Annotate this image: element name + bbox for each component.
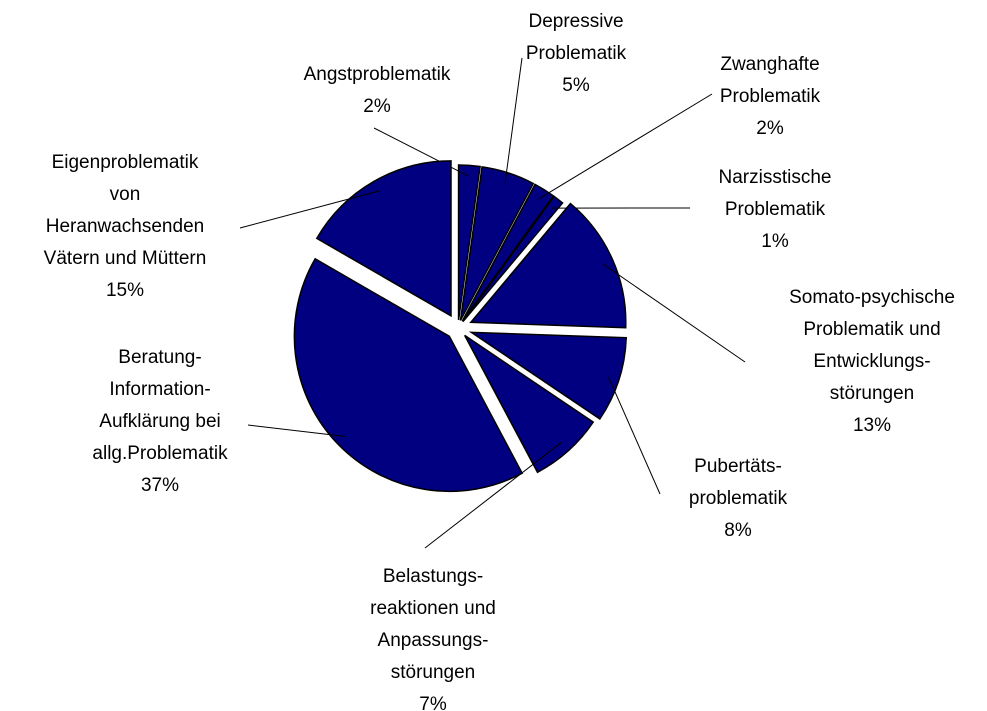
value-label: 5% xyxy=(562,75,590,96)
slice-label: Narzisstische xyxy=(719,167,832,188)
slice-label: Angstproblematik xyxy=(304,64,451,85)
leader-line xyxy=(607,376,661,495)
value-label: 1% xyxy=(761,231,789,252)
slice-label: Somato-psychische xyxy=(789,287,955,308)
leader-line xyxy=(538,93,713,200)
slice-label: Depressive xyxy=(528,11,623,32)
slice-label: störungen xyxy=(391,662,476,683)
value-label: 2% xyxy=(756,118,784,139)
slice-label: Anpassungs- xyxy=(378,630,489,651)
slice-label: Problematik xyxy=(725,199,826,220)
pie-slice xyxy=(293,257,524,493)
pie-slice xyxy=(462,195,564,323)
leader-line xyxy=(373,127,469,177)
slice-label: Problematik und xyxy=(803,319,940,340)
slice-label: Vätern und Müttern xyxy=(44,248,207,269)
value-label: 2% xyxy=(363,96,391,117)
slice-label: problematik xyxy=(689,488,788,509)
value-label: 7% xyxy=(419,694,447,711)
pie-slice xyxy=(469,202,627,329)
pie-slice xyxy=(464,334,595,474)
leader-line xyxy=(504,57,523,184)
slice-label: Zwanghafte xyxy=(720,54,819,75)
slice-label: Aufklärung bei xyxy=(99,411,220,432)
leader-line xyxy=(247,424,346,437)
value-label: 37% xyxy=(141,475,179,496)
slice-label: Pubertäts- xyxy=(694,456,782,477)
leader-line xyxy=(424,442,562,549)
slice-label: von xyxy=(110,184,141,205)
leader-line xyxy=(239,190,380,229)
slice-label: reaktionen und xyxy=(370,598,496,619)
pie-slice xyxy=(459,166,535,321)
value-label: 13% xyxy=(853,415,891,436)
slice-label: Belastungs- xyxy=(383,566,483,587)
slice-label: Eigenproblematik xyxy=(52,152,199,173)
pie-slice xyxy=(461,183,555,322)
slice-label: Information- xyxy=(109,379,210,400)
slice-label: Heranwachsenden xyxy=(46,216,204,237)
pie-slice xyxy=(315,160,452,318)
leader-line xyxy=(602,263,746,363)
pie-slice xyxy=(468,331,627,421)
pie-slice xyxy=(457,164,481,321)
slice-label: Entwicklungs- xyxy=(813,351,930,372)
slice-label: störungen xyxy=(830,383,915,404)
value-label: 15% xyxy=(106,280,144,301)
slice-label: allg.Problematik xyxy=(92,443,228,464)
slice-label: Problematik xyxy=(526,43,627,64)
slice-label: Beratung- xyxy=(118,347,201,368)
value-label: 8% xyxy=(724,520,752,541)
slice-label: Problematik xyxy=(720,86,821,107)
